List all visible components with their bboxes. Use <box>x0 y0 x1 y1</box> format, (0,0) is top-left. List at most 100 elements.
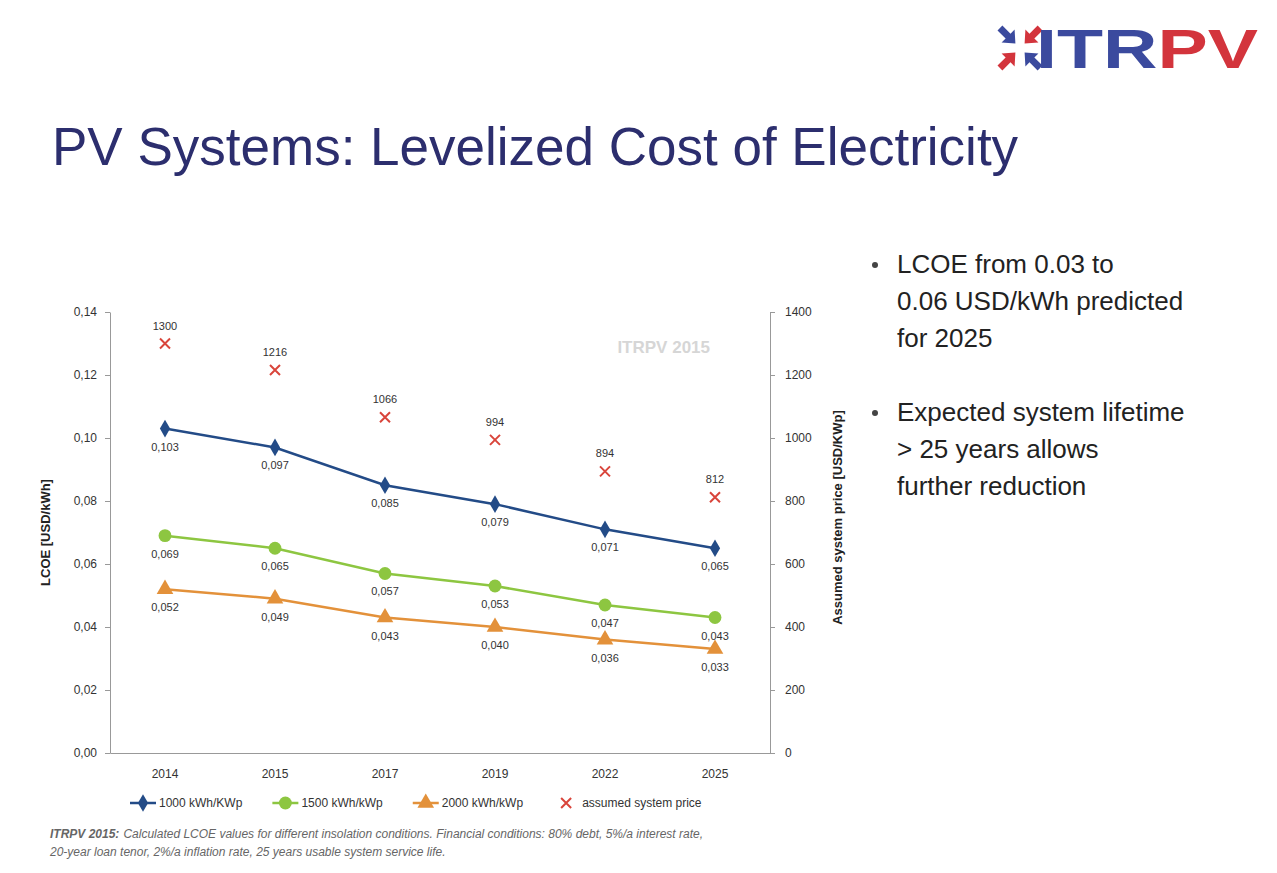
data-label: 0,065 <box>261 560 289 572</box>
caption-label: ITRPV 2015: <box>50 827 119 841</box>
y2-tick: 1000 <box>770 431 812 445</box>
series-marker <box>710 539 720 557</box>
bullet-text: > 25 years allows <box>897 434 1099 464</box>
bullet-text: 0.06 USD/kWh predicted <box>897 286 1183 316</box>
y2-tick-label: 600 <box>785 557 805 571</box>
y-tick: 0,02 <box>74 683 110 697</box>
data-label: 0,085 <box>371 497 399 509</box>
y2-tick-mark <box>770 753 775 754</box>
bullet-text: for 2025 <box>897 323 992 353</box>
x-tick: 2015 <box>262 767 289 781</box>
y2-tick-label: 200 <box>785 683 805 697</box>
y-axis-line <box>110 313 111 754</box>
legend-label: assumed system price <box>582 796 702 810</box>
data-label: 0,097 <box>261 459 289 471</box>
y2-tick: 1400 <box>770 305 812 319</box>
series-marker <box>159 529 172 542</box>
series-marker <box>380 476 390 494</box>
y2-tick: 800 <box>770 494 805 508</box>
series-marker <box>380 412 390 422</box>
y-tick-label: 0,08 <box>74 494 98 508</box>
data-label: 894 <box>596 447 614 459</box>
data-label: 0,047 <box>591 617 619 629</box>
data-label: 0,040 <box>481 639 509 651</box>
legend: 1000 kWh/KWp 1500 kWh/kWp 2000 kWh/kWp assu… <box>130 793 702 811</box>
data-label: 0,103 <box>151 441 179 453</box>
logo-arrow <box>993 21 1021 49</box>
data-label: 0,043 <box>371 630 399 642</box>
y-tick-label: 0,04 <box>74 620 98 634</box>
series-marker <box>599 599 612 612</box>
x-tick-label: 2025 <box>702 767 729 781</box>
y-tick-mark <box>105 627 110 628</box>
series-marker <box>270 365 280 375</box>
y2-tick: 1200 <box>770 368 812 382</box>
y-tick: 0,10 <box>74 431 110 445</box>
y2-tick-label: 0 <box>785 746 792 760</box>
y2-tick-mark <box>770 375 775 376</box>
series-marker <box>160 420 170 438</box>
y-tick: 0,14 <box>74 305 110 319</box>
y-tick: 0,08 <box>74 494 110 508</box>
data-label: 0,079 <box>481 516 509 528</box>
data-label: 0,069 <box>151 548 179 560</box>
legend-item: 1500 kWh/kWp <box>272 796 383 810</box>
legend-marker <box>138 794 148 812</box>
series-marker <box>600 521 610 539</box>
data-label: 0,036 <box>591 652 619 664</box>
y2-tick-mark <box>770 438 775 439</box>
caption: 20-year loan tenor, 2%/a inflation rate,… <box>49 845 446 859</box>
series-marker <box>269 542 282 555</box>
series-marker <box>710 492 720 502</box>
legend-marker <box>279 797 292 810</box>
data-label: 1300 <box>153 320 177 332</box>
logo-arrow <box>993 46 1021 74</box>
data-label: 0,071 <box>591 541 619 553</box>
legend-label: 1000 kWh/KWp <box>159 796 243 810</box>
y2-tick: 400 <box>770 620 805 634</box>
y-tick: 0,04 <box>74 620 110 634</box>
legend-label: 1500 kWh/kWp <box>301 796 383 810</box>
series-marker <box>267 589 284 603</box>
y-tick-mark <box>105 438 110 439</box>
logo-text: ITRPV <box>1036 17 1258 80</box>
x-tick: 2019 <box>482 767 509 781</box>
y-tick-label: 0,00 <box>74 746 98 760</box>
y-tick-mark <box>105 375 110 376</box>
x-tick-label: 2014 <box>152 767 179 781</box>
y-tick-mark <box>105 753 110 754</box>
x-tick-label: 2017 <box>372 767 399 781</box>
page: ITRPVPV Systems: Levelized Cost of Elect… <box>0 0 1277 873</box>
y2-axis: 0 200 400 600 800 1000 1200 1400 <box>770 305 812 760</box>
y-tick-mark <box>105 501 110 502</box>
x-tick-label: 2015 <box>262 767 289 781</box>
data-label: 994 <box>486 416 504 428</box>
caption: ITRPV 2015:Calculated LCOE values for di… <box>50 827 703 841</box>
y-tick-label: 0,10 <box>74 431 98 445</box>
series-marker <box>489 580 502 593</box>
y-tick: 0,12 <box>74 368 110 382</box>
series-marker <box>160 339 170 349</box>
x-tick: 2025 <box>702 767 729 781</box>
x-tick: 2014 <box>152 767 179 781</box>
series-marker <box>490 495 500 513</box>
y2-tick: 200 <box>770 683 805 697</box>
bullet-text: Expected system lifetime <box>897 397 1185 427</box>
data-label: 1216 <box>263 346 287 358</box>
series-line <box>165 589 715 649</box>
legend-item: 2000 kWh/kWp <box>413 793 524 810</box>
bullet-dot <box>872 262 878 268</box>
series-marker <box>157 580 174 594</box>
series-marker <box>270 439 280 457</box>
y2-tick-mark <box>770 690 775 691</box>
legend-item: 1000 kWh/KWp <box>130 794 243 812</box>
x-axis-line <box>111 753 771 754</box>
bullet-text: further reduction <box>897 471 1086 501</box>
series-marker <box>597 630 614 644</box>
y2-tick-mark <box>770 564 775 565</box>
data-label: 1066 <box>373 393 397 405</box>
x-tick: 2022 <box>592 767 619 781</box>
y2-tick-label: 1200 <box>785 368 812 382</box>
y-tick-label: 0,14 <box>74 305 98 319</box>
legend-marker <box>417 793 434 807</box>
